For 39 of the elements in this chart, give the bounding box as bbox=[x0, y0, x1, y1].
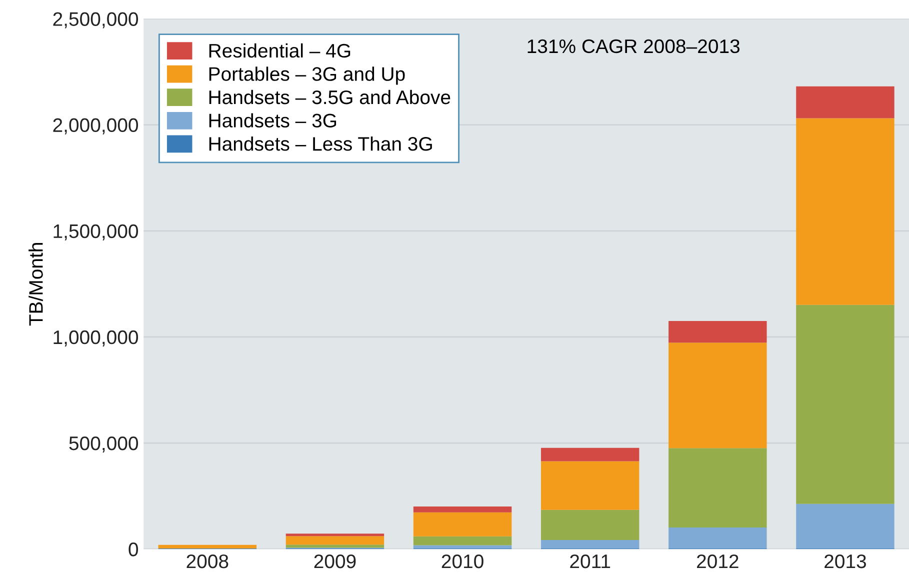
x-tick-label: 2013 bbox=[824, 554, 866, 568]
bar bbox=[668, 321, 767, 343]
bar bbox=[796, 118, 894, 305]
bar bbox=[668, 448, 767, 528]
x-tick-label: 2012 bbox=[697, 554, 738, 568]
y-axis-title: TB/Month bbox=[28, 243, 43, 326]
legend-label: Handsets – 3.5G and Above bbox=[209, 90, 450, 104]
bar bbox=[540, 448, 640, 462]
legend-label: Handsets – 3G bbox=[209, 113, 336, 128]
bar bbox=[413, 536, 512, 546]
bar bbox=[796, 86, 894, 118]
bar bbox=[540, 510, 640, 540]
bar bbox=[158, 544, 257, 548]
x-tick-label: 2009 bbox=[314, 554, 356, 568]
legend-label: Portables – 3G and Up bbox=[209, 66, 405, 85]
bar bbox=[796, 304, 894, 504]
y-tick-label: 2,500,000 bbox=[53, 12, 138, 28]
bar bbox=[413, 545, 512, 548]
y-tick-label: 0 bbox=[128, 542, 138, 556]
legend-label: Residential – 4G bbox=[209, 43, 350, 58]
bar bbox=[668, 342, 767, 448]
annotation: 131% CAGR 2008–2013 bbox=[528, 39, 740, 54]
bar bbox=[413, 506, 512, 512]
bar bbox=[413, 512, 512, 536]
legend-label: Handsets – Less Than 3G bbox=[209, 136, 432, 151]
y-tick-label: 1,500,000 bbox=[54, 224, 138, 240]
bar bbox=[540, 461, 640, 510]
bar bbox=[668, 527, 767, 548]
bar bbox=[796, 504, 894, 548]
bar bbox=[286, 534, 384, 536]
x-tick-label: 2008 bbox=[186, 554, 228, 568]
bar bbox=[540, 540, 640, 548]
y-tick-label: 2,000,000 bbox=[53, 118, 138, 134]
x-tick-label: 2010 bbox=[442, 554, 484, 568]
y-tick-label: 1,000,000 bbox=[54, 330, 138, 346]
bar bbox=[286, 544, 384, 548]
x-tick-label: 2011 bbox=[570, 554, 610, 568]
bar bbox=[286, 536, 384, 545]
y-tick-label: 500,000 bbox=[69, 436, 138, 453]
